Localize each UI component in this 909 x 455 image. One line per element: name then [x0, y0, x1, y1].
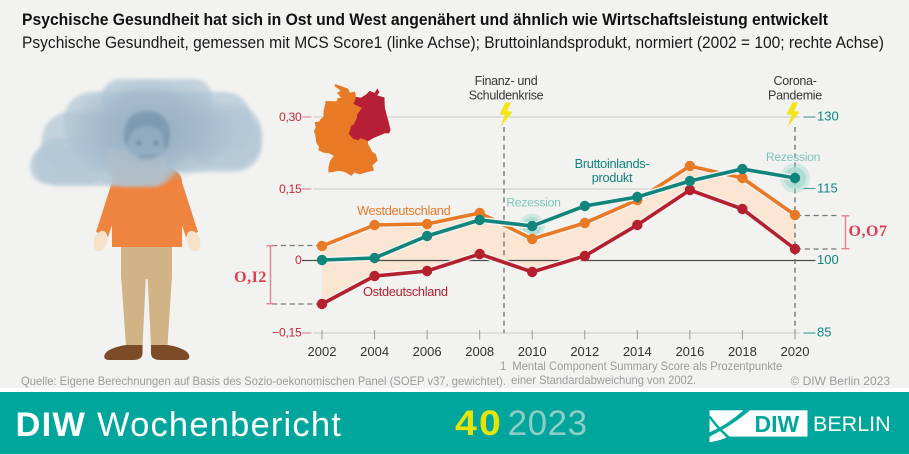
svg-text:2006: 2006: [413, 344, 442, 359]
svg-text:0,15: 0,15: [279, 182, 302, 196]
svg-text:−0,15: −0,15: [272, 326, 302, 340]
svg-text:O,O7: O,O7: [849, 223, 888, 240]
svg-text:Westdeutschland: Westdeutschland: [357, 203, 451, 218]
svg-text:produkt: produkt: [592, 170, 633, 185]
svg-text:2008: 2008: [465, 344, 494, 359]
svg-text:Corona-: Corona-: [773, 74, 816, 88]
svg-text:2020: 2020: [781, 344, 810, 359]
svg-text:Bruttoinlands-: Bruttoinlands-: [575, 156, 650, 171]
svg-text:85: 85: [817, 325, 831, 340]
svg-text:2016: 2016: [675, 344, 704, 359]
svg-text:Rezession: Rezession: [506, 196, 560, 210]
svg-text:2004: 2004: [360, 344, 389, 359]
svg-text:DIW: DIW: [755, 411, 800, 437]
svg-text:100: 100: [817, 252, 839, 267]
svg-text:Schuldenkrise: Schuldenkrise: [469, 89, 544, 103]
svg-text:Rezession: Rezession: [766, 150, 820, 164]
svg-text:0,30: 0,30: [279, 110, 302, 124]
svg-text:Pandemie: Pandemie: [768, 89, 822, 103]
svg-text:130: 130: [817, 109, 839, 124]
svg-text:Ostdeutschland: Ostdeutschland: [363, 284, 448, 299]
svg-text:0: 0: [295, 253, 302, 267]
svg-text:2014: 2014: [623, 344, 652, 359]
svg-text:2018: 2018: [728, 344, 757, 359]
svg-text:2012: 2012: [570, 344, 599, 359]
svg-text:115: 115: [817, 181, 838, 196]
svg-text:2002: 2002: [308, 344, 337, 359]
svg-text:2010: 2010: [518, 344, 547, 359]
svg-text:Finanz- und: Finanz- und: [475, 74, 538, 88]
svg-text:O,I2: O,I2: [234, 269, 267, 286]
svg-text:BERLIN: BERLIN: [813, 412, 891, 436]
